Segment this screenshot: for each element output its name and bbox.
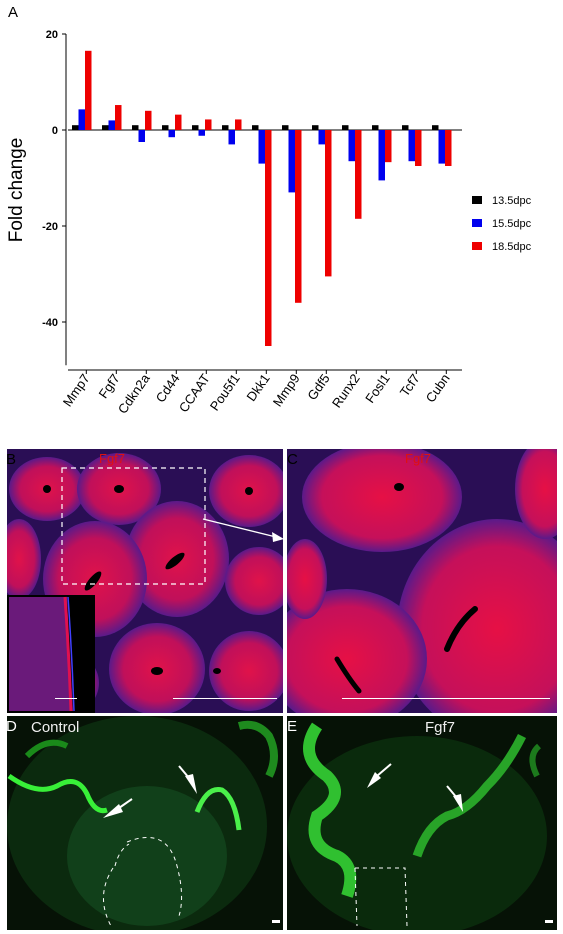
legend-label: 13.5dpc (492, 195, 532, 207)
x-tick-label: Runx2 (329, 371, 363, 410)
panel-letter-d: D (6, 718, 17, 735)
x-tick-label: Dkk1 (243, 371, 272, 404)
bar-dkk1-13-5dpc (252, 125, 259, 130)
x-tick-label: Cdkn2a (115, 370, 153, 416)
legend-swatch (472, 196, 482, 204)
bar-runx2-15-5dpc (348, 130, 355, 162)
bar-fosl1-15-5dpc (378, 130, 385, 181)
bar-cubn-13-5dpc (432, 125, 439, 130)
bar-cd44-13-5dpc (162, 125, 169, 130)
inset-scale-bar (55, 698, 77, 699)
bar-ccaat-13-5dpc (192, 125, 199, 130)
panel-e-scale-bar (545, 920, 553, 923)
y-tick-label: -40 (42, 317, 58, 329)
bar-tcf7-18-5dpc (415, 130, 422, 166)
panel-e-condition-label: Fgf7 (425, 719, 456, 736)
bar-ccaat-18-5dpc (205, 119, 212, 130)
panel-c-tissue-image (287, 449, 557, 713)
x-tick-label: Pou5f1 (207, 371, 243, 413)
bar-ccaat-15-5dpc (198, 130, 205, 136)
bar-cubn-15-5dpc (438, 130, 445, 164)
y-axis-label: Fold change (6, 138, 27, 243)
bar-mmp7-13-5dpc (72, 125, 79, 130)
legend-swatch (472, 219, 482, 227)
panel-c-scale-bar (342, 698, 550, 699)
panel-c-micrograph: Fgf7 (287, 449, 557, 713)
panel-d-fluorescence-image (7, 716, 278, 930)
x-tick-label: Mmp9 (270, 371, 303, 409)
bar-dkk1-15-5dpc (258, 130, 265, 164)
bar-runx2-13-5dpc (342, 125, 349, 130)
bar-fosl1-18-5dpc (385, 130, 392, 163)
bar-runx2-18-5dpc (355, 130, 362, 219)
bar-fgf7-18-5dpc (115, 105, 122, 130)
bar-mmp9-18-5dpc (295, 130, 302, 303)
x-tick-label: Mmp7 (60, 371, 93, 409)
panel-c-stain-label: Fgf7 (405, 451, 432, 466)
panel-letter-b: B (6, 451, 17, 468)
zoom-region-box (61, 467, 206, 585)
legend-label: 18.5dpc (492, 241, 532, 253)
bar-cdkn2a-18-5dpc (145, 110, 152, 130)
y-tick-label: 0 (52, 125, 58, 137)
bar-mmp7-18-5dpc (85, 50, 92, 130)
panel-d-scale-bar (272, 920, 280, 923)
panel-b-stain-label: Fgf7 (99, 451, 126, 466)
panel-letter-c: C (287, 451, 298, 468)
bar-mmp9-13-5dpc (282, 125, 289, 130)
panel-b-micrograph: Fgf7 (7, 449, 283, 713)
bar-dkk1-18-5dpc (265, 130, 272, 346)
bar-cd44-15-5dpc (168, 130, 175, 138)
bar-tcf7-13-5dpc (402, 125, 409, 130)
panel-e-micrograph: Fgf7 (287, 716, 557, 930)
bar-cdkn2a-13-5dpc (132, 125, 139, 130)
bar-cdkn2a-15-5dpc (138, 130, 145, 142)
panel-e-fluorescence-image (287, 722, 547, 930)
y-tick-label: 20 (46, 29, 58, 41)
x-tick-label: Cubn (423, 371, 453, 405)
panel-d-micrograph: Control (7, 716, 283, 930)
bar-tcf7-15-5dpc (408, 130, 415, 162)
x-tick-label: Gdf5 (304, 371, 332, 403)
bar-pou5f1-13-5dpc (222, 125, 229, 130)
bar-mmp9-15-5dpc (288, 130, 295, 193)
bar-gdf5-18-5dpc (325, 130, 332, 277)
bar-gdf5-15-5dpc (318, 130, 325, 145)
zoom-arrow (202, 518, 284, 542)
bar-cubn-18-5dpc (445, 130, 452, 166)
panel-letter-a: A (8, 4, 19, 21)
x-tick-label: Fosl1 (362, 371, 393, 406)
bar-gdf5-13-5dpc (312, 125, 319, 130)
x-tick-label: Tcf7 (397, 371, 423, 399)
bar-pou5f1-18-5dpc (235, 119, 242, 130)
legend-swatch (472, 242, 482, 250)
x-tick-label: CCAAT (176, 371, 213, 415)
bar-fosl1-13-5dpc (372, 125, 379, 130)
panel-d-condition-label: Control (31, 719, 80, 736)
panel-letter-e: E (287, 718, 298, 735)
y-tick-label: -20 (42, 221, 58, 233)
x-tick-label: Fgf7 (96, 371, 123, 401)
legend-label: 15.5dpc (492, 218, 532, 230)
bar-pou5f1-15-5dpc (228, 130, 235, 145)
bar-mmp7-15-5dpc (78, 109, 85, 130)
bar-cd44-18-5dpc (175, 114, 182, 130)
bar-fgf7-13-5dpc (102, 125, 109, 130)
x-tick-label: Cd44 (153, 371, 183, 405)
panel-b-scale-bar (173, 698, 277, 699)
bar-fgf7-15-5dpc (108, 120, 115, 130)
panel-b-tissue-image (7, 453, 283, 713)
